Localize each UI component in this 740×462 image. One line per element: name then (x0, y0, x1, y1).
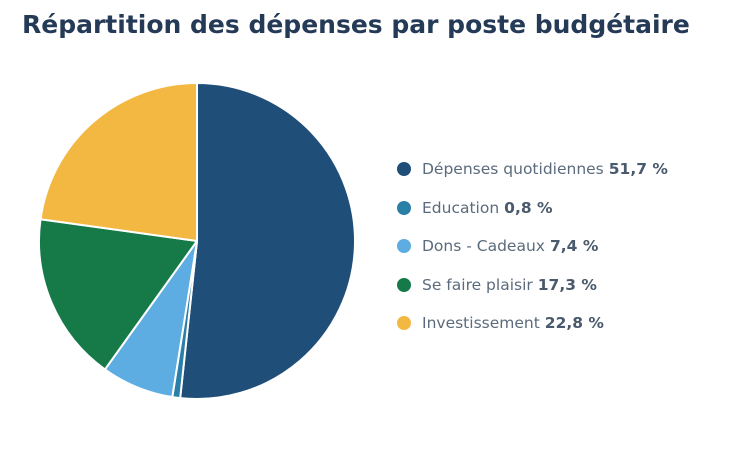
legend-item-2: Education 0,8 % (397, 189, 668, 228)
pie-slice-4 (38, 218, 198, 371)
pie-slices (38, 82, 356, 400)
legend-item-5: Investissement 22,8 % (397, 304, 668, 343)
legend-item-4: Se faire plaisir 17,3 % (397, 266, 668, 305)
legend-value: 17,3 % (537, 275, 597, 294)
legend-marker (397, 316, 411, 331)
legend-value: 0,8 % (504, 198, 553, 217)
legend-value: 51,7 % (608, 160, 668, 179)
legend-marker (397, 239, 411, 254)
chart-title: Répartition des dépenses par poste budgé… (22, 10, 690, 39)
legend-item-3: Dons - Cadeaux 7,4 % (397, 227, 668, 266)
legend-label: Investissement (422, 314, 540, 333)
legend-marker (397, 277, 411, 292)
legend-label: Se faire plaisir (422, 275, 533, 294)
legend-label: Dons - Cadeaux (422, 237, 545, 256)
legend-value: 7,4 % (549, 237, 599, 256)
legend-label: Education (422, 198, 500, 217)
legend-label: Dépenses quotidiennes (422, 160, 604, 179)
legend-marker (397, 200, 411, 215)
legend-item-1: Dépenses quotidiennes 51,7 % (397, 150, 668, 189)
legend-marker (397, 162, 411, 177)
legend-value: 22,8 % (544, 314, 604, 333)
chart-legend: Dépenses quotidiennes 51,7 % Education 0,8 … (397, 150, 668, 343)
pie-slice-5 (39, 82, 198, 242)
pie-slice-1 (179, 82, 356, 400)
